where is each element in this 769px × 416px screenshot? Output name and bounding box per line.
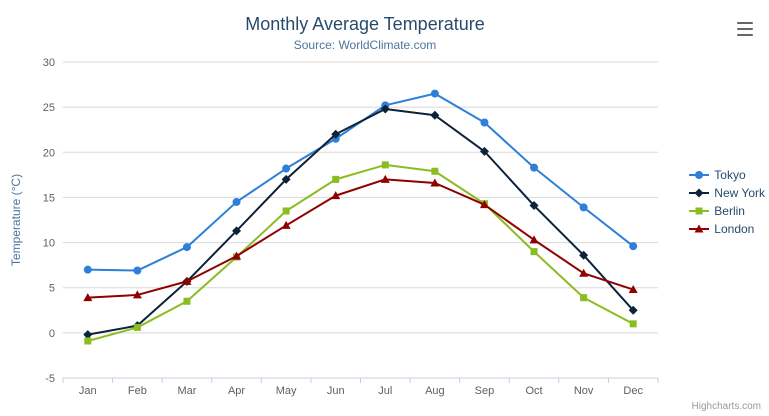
series-line-london	[86, 178, 635, 299]
y-tick-label: 10	[43, 238, 55, 250]
data-point-london[interactable]	[579, 268, 589, 277]
data-point-new-york[interactable]	[281, 174, 291, 184]
data-point-tokyo[interactable]	[232, 197, 241, 206]
x-tick-label: Sep	[475, 385, 495, 397]
data-point-new-york[interactable]	[232, 226, 242, 236]
series-new-york[interactable]	[83, 104, 638, 340]
x-tick-label: Dec	[623, 385, 643, 397]
series-line-berlin	[86, 163, 635, 342]
y-axis-labels: -5 0 5 10 15 20 25 30	[43, 57, 55, 385]
data-point-new-york[interactable]	[479, 146, 489, 156]
x-tick-label: Nov	[574, 385, 594, 397]
data-point-london[interactable]	[628, 285, 638, 294]
data-point-london[interactable]	[83, 293, 93, 302]
x-tick-label: Mar	[177, 385, 196, 397]
legend-label: New York	[714, 186, 765, 200]
legend: Tokyo New York Berlin London	[689, 168, 765, 236]
data-point-london[interactable]	[529, 235, 539, 244]
x-tick-label: May	[276, 385, 297, 397]
data-point-new-york[interactable]	[529, 201, 539, 211]
x-tick-label: Apr	[228, 385, 245, 397]
x-axis-ticks	[62, 378, 659, 383]
data-point-tokyo[interactable]	[182, 243, 191, 252]
x-tick-label: Jun	[327, 385, 345, 397]
data-point-london[interactable]	[430, 178, 440, 187]
series-line-new-york	[86, 107, 635, 336]
credits-link[interactable]: Highcharts.com	[691, 401, 761, 412]
data-point-london[interactable]	[281, 220, 291, 229]
data-point-berlin[interactable]	[133, 323, 141, 331]
y-tick-label: 25	[43, 102, 55, 114]
legend-label: Tokyo	[714, 168, 746, 182]
chart-title: Monthly Average Temperature	[245, 14, 485, 34]
data-point-london[interactable]	[182, 276, 192, 285]
legend-item-berlin[interactable]: Berlin	[689, 204, 765, 218]
data-point-tokyo[interactable]	[530, 163, 539, 172]
data-point-berlin[interactable]	[183, 297, 191, 305]
data-point-berlin[interactable]	[629, 320, 637, 328]
data-point-tokyo[interactable]	[83, 265, 92, 274]
data-point-berlin[interactable]	[580, 294, 588, 302]
x-tick-label: Oct	[525, 385, 542, 397]
data-point-berlin[interactable]	[282, 207, 290, 215]
x-tick-label: Jul	[378, 385, 392, 397]
y-tick-label: 20	[43, 147, 55, 159]
data-point-new-york[interactable]	[83, 330, 93, 340]
data-point-berlin[interactable]	[530, 248, 538, 256]
data-point-tokyo[interactable]	[579, 203, 588, 212]
y-tick-label: 0	[49, 328, 55, 340]
data-point-new-york[interactable]	[331, 129, 341, 139]
data-point-london[interactable]	[380, 174, 390, 183]
data-point-berlin[interactable]	[431, 167, 439, 175]
legend-square-icon	[689, 207, 710, 215]
legend-circle-icon	[689, 171, 710, 179]
hamburger-menu-icon[interactable]	[735, 20, 755, 38]
legend-label: Berlin	[714, 204, 745, 218]
series-london[interactable]	[83, 174, 638, 302]
series-line-tokyo	[86, 92, 635, 272]
y-tick-label: 5	[49, 283, 55, 295]
data-point-berlin[interactable]	[332, 175, 340, 183]
data-point-tokyo[interactable]	[629, 242, 638, 251]
x-axis-labels: Jan Feb Mar Apr May Jun Jul Aug Sep Oct Nov Dec	[79, 385, 644, 397]
data-point-london[interactable]	[479, 200, 489, 209]
data-point-new-york[interactable]	[380, 104, 390, 114]
data-point-berlin[interactable]	[84, 337, 92, 345]
y-tick-label: 15	[43, 192, 55, 204]
series-tokyo[interactable]	[83, 89, 638, 275]
data-point-tokyo[interactable]	[430, 89, 439, 98]
chart-subtitle: Source: WorldClimate.com	[293, 38, 437, 52]
data-point-london[interactable]	[331, 191, 341, 200]
data-point-new-york[interactable]	[430, 110, 440, 120]
y-tick-label: -5	[45, 373, 55, 385]
y-tick-label: 30	[43, 57, 55, 69]
data-point-london[interactable]	[232, 251, 242, 260]
x-tick-label: Jan	[79, 385, 97, 397]
legend-diamond-icon	[689, 188, 710, 198]
legend-item-new-york[interactable]: New York	[689, 186, 765, 200]
legend-item-tokyo[interactable]: Tokyo	[689, 168, 765, 182]
legend-label: London	[714, 222, 755, 236]
x-tick-label: Aug	[425, 385, 445, 397]
legend-triangle-icon	[689, 224, 710, 233]
data-point-new-york[interactable]	[628, 305, 638, 315]
legend-item-london[interactable]: London	[689, 222, 765, 236]
gridlines	[63, 61, 658, 379]
data-point-london[interactable]	[132, 290, 142, 299]
data-point-berlin[interactable]	[381, 161, 389, 169]
data-point-tokyo[interactable]	[133, 266, 142, 275]
data-point-tokyo[interactable]	[480, 118, 489, 127]
x-tick-label: Feb	[128, 385, 147, 397]
data-point-tokyo[interactable]	[282, 164, 291, 173]
data-point-new-york[interactable]	[579, 250, 589, 260]
